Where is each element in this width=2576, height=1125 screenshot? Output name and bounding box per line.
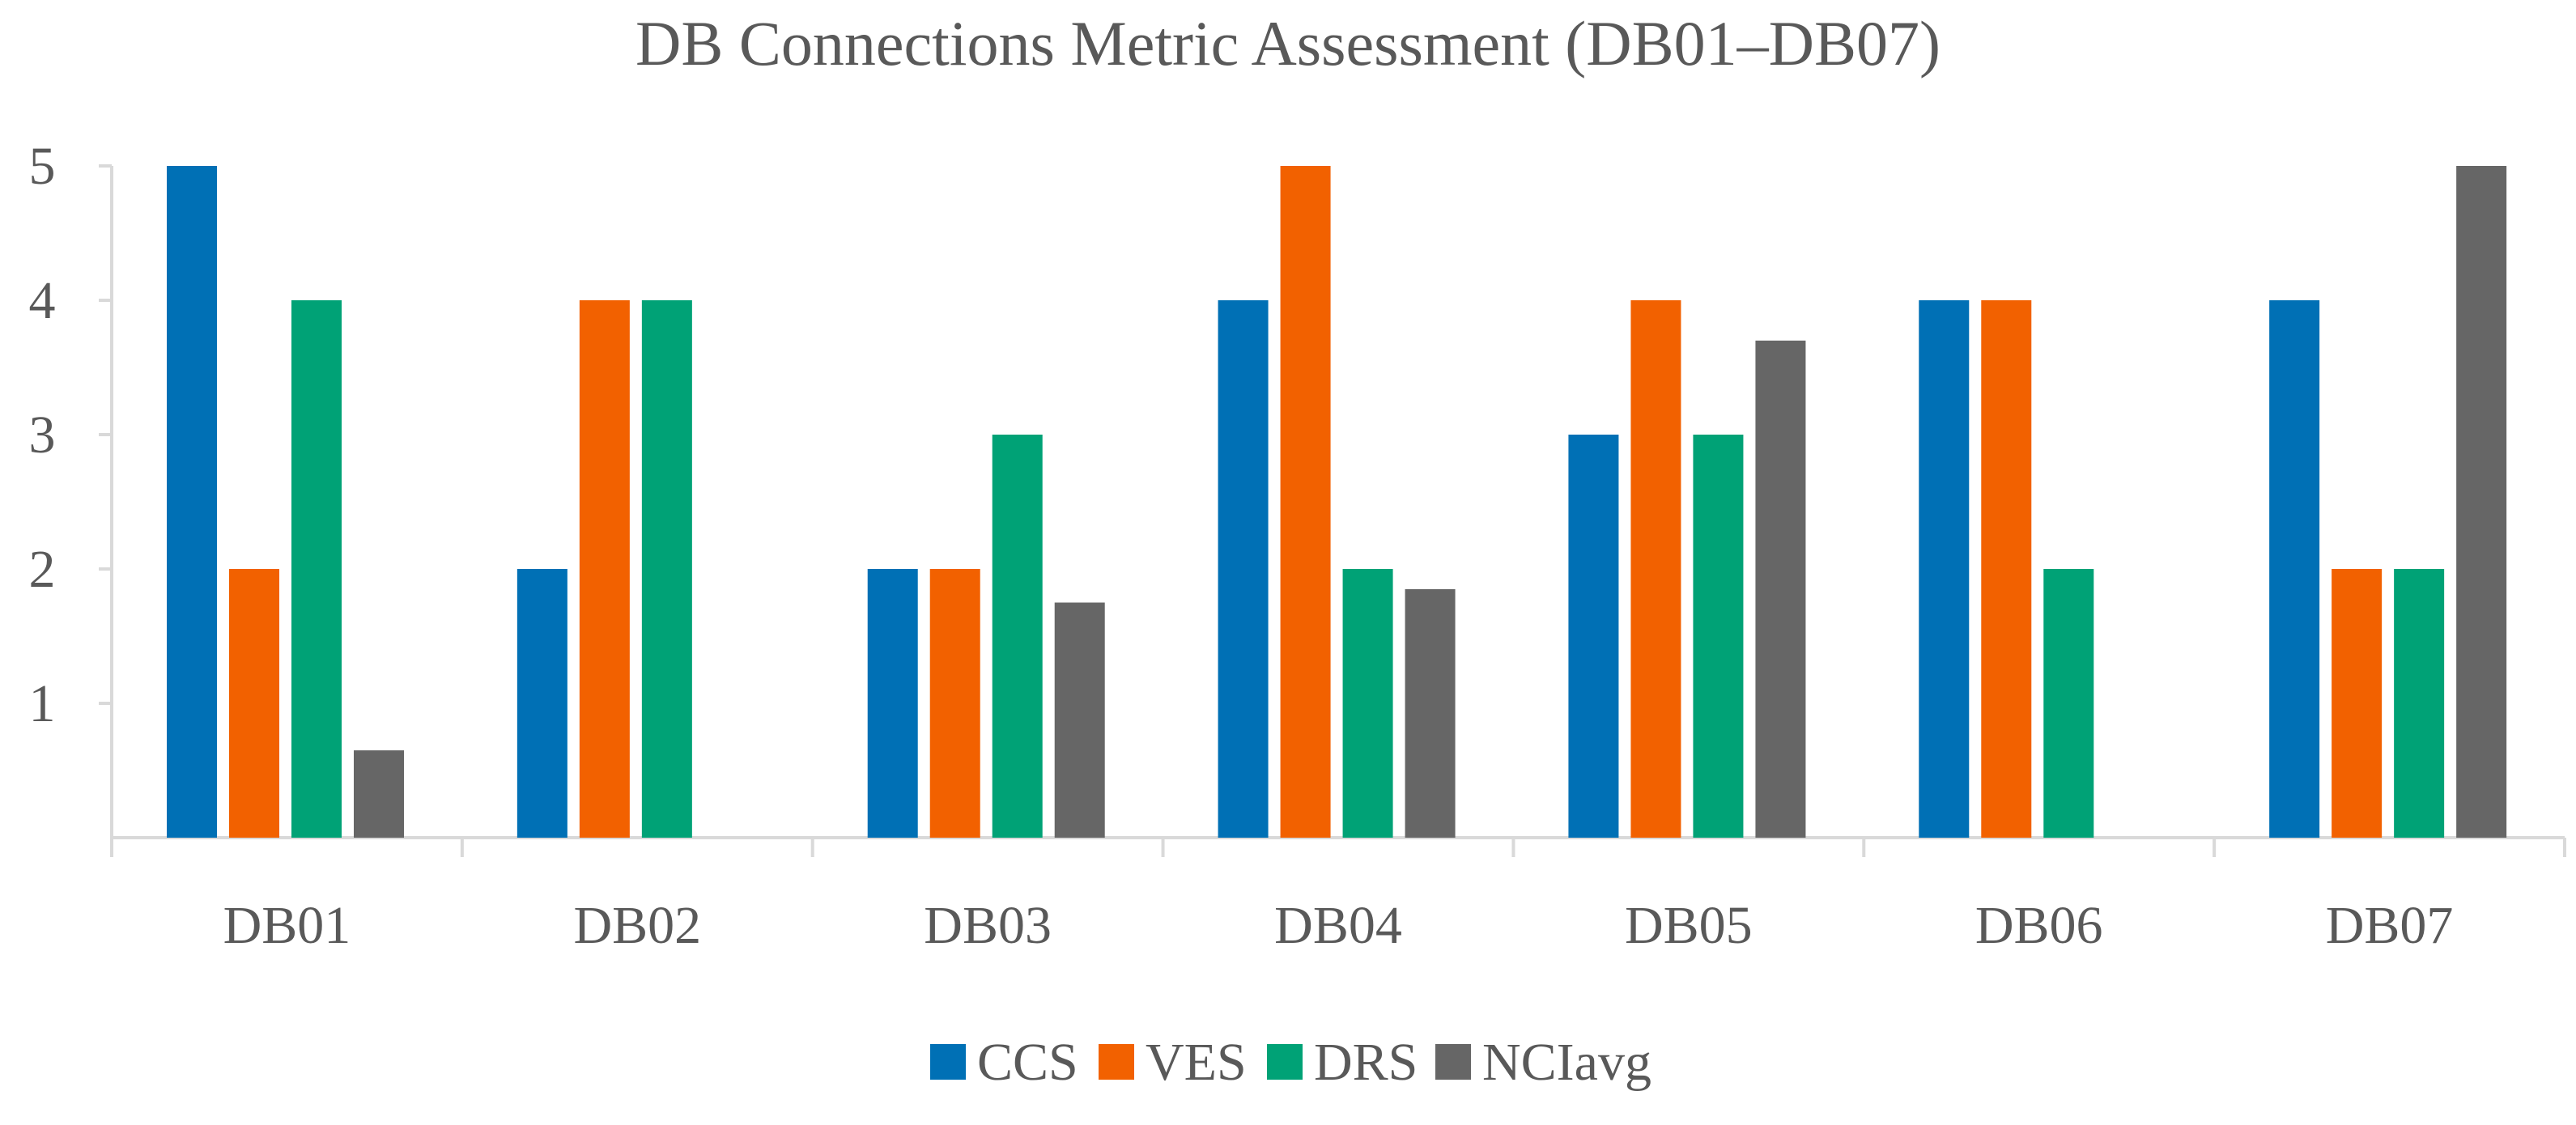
x-tick-label: DB02 [573,896,701,955]
x-tick-label: DB05 [1625,896,1753,955]
bar-nciavg-db05 [1755,340,1806,838]
bar-ccs-db06 [1919,300,1970,838]
bar-ves-db07 [2332,569,2383,838]
bar-ves-db01 [229,569,279,838]
legend-swatch [1267,1044,1303,1080]
bar-ves-db05 [1630,300,1681,838]
x-tick-label: DB01 [223,896,351,955]
x-tick-label: DB07 [2326,896,2454,955]
bar-drs-db01 [291,300,342,838]
legend-swatch [930,1044,966,1080]
legend: CCS VES DRS NCIavg [930,1033,1651,1092]
bar-ves-db02 [579,300,630,838]
bar-drs-db02 [641,300,692,838]
y-tick-label: 2 [29,540,56,599]
bar-ccs-db01 [167,166,217,838]
legend-item-ccs: CCS [930,1033,1078,1092]
legend-item-ves: VES [1099,1033,1247,1092]
bar-nciavg-db04 [1405,588,1456,838]
legend-label: VES [1146,1033,1247,1092]
bar-ccs-db07 [2269,300,2320,838]
x-axis: DB01 DB02 DB03 DB04 DB05 DB06 DB07 [110,836,2566,955]
legend-swatch [1099,1044,1134,1080]
bar-nciavg-db03 [1054,602,1105,838]
bar-drs-db04 [1342,569,1393,838]
bar-nciavg-db07 [2456,166,2507,838]
legend-item-nciavg: NCIavg [1435,1033,1651,1092]
bar-drs-db06 [2043,569,2094,838]
chart-title: DB Connections Metric Assessment (DB01–D… [635,8,1941,79]
bar-nciavg-db01 [354,750,404,838]
bar-ccs-db05 [1568,435,1619,838]
y-tick-label: 4 [29,271,56,330]
bar-ves-db06 [1981,300,2032,838]
bar-ves-db04 [1280,166,1331,838]
y-axis: 1 2 3 4 5 [29,137,113,838]
x-tick-label: DB04 [1274,896,1402,955]
legend-swatch [1435,1044,1471,1080]
y-tick-label: 3 [29,405,56,465]
x-tick-label: DB03 [924,896,1052,955]
bar-drs-db07 [2394,569,2445,838]
bars [167,166,2507,838]
y-tick-label: 1 [29,674,56,733]
y-tick-label: 5 [29,137,56,196]
legend-item-drs: DRS [1267,1033,1418,1092]
bar-drs-db05 [1693,435,1744,838]
legend-label: NCIavg [1482,1033,1651,1092]
bar-ccs-db02 [516,569,567,838]
x-tick-label: DB06 [1975,896,2103,955]
bar-drs-db03 [992,435,1043,838]
bar-ccs-db03 [867,569,918,838]
bar-ves-db03 [929,569,980,838]
legend-label: DRS [1314,1033,1418,1092]
legend-label: CCS [977,1033,1078,1092]
bar-ccs-db04 [1218,300,1269,838]
